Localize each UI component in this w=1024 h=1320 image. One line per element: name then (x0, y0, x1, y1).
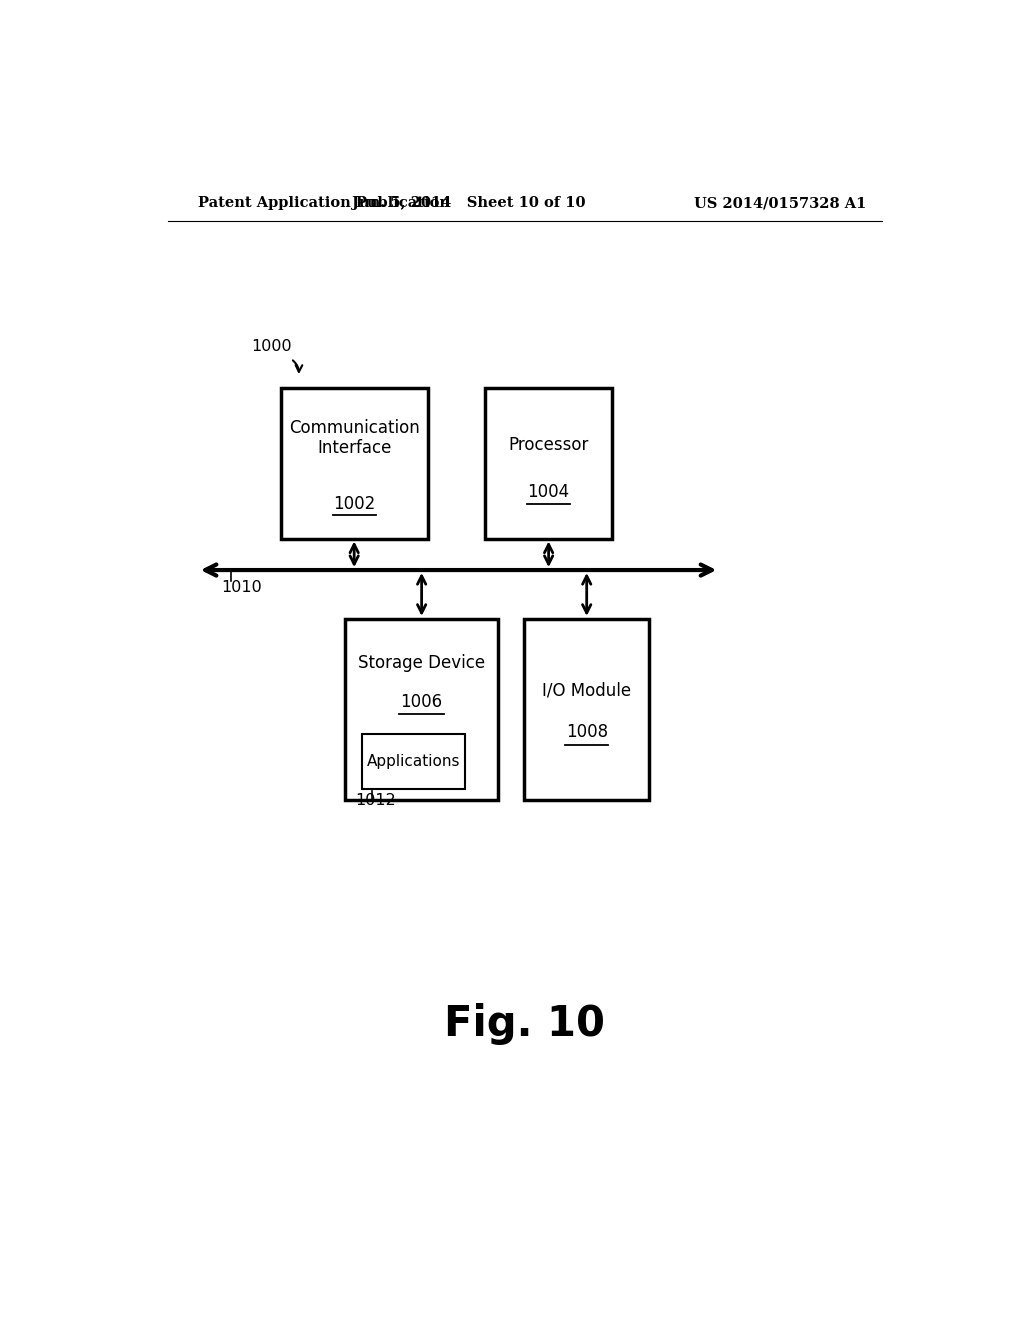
Text: Fig. 10: Fig. 10 (444, 1003, 605, 1045)
Text: 1010: 1010 (221, 579, 262, 595)
Bar (485, 388, 612, 539)
Text: 1006: 1006 (400, 693, 442, 711)
Text: 1008: 1008 (565, 722, 608, 741)
Text: Applications: Applications (367, 754, 461, 768)
Text: 1000: 1000 (251, 339, 292, 354)
Text: Communication
Interface: Communication Interface (289, 418, 420, 457)
Bar (281, 388, 428, 539)
Text: Jun. 5, 2014   Sheet 10 of 10: Jun. 5, 2014 Sheet 10 of 10 (352, 197, 586, 210)
Text: Storage Device: Storage Device (358, 653, 485, 672)
Bar (345, 619, 498, 800)
Text: Processor: Processor (509, 436, 589, 454)
Text: 1004: 1004 (527, 483, 569, 500)
Bar (362, 734, 465, 788)
Text: 1012: 1012 (355, 793, 395, 808)
Text: I/O Module: I/O Module (542, 682, 631, 700)
Text: 1002: 1002 (333, 495, 376, 513)
Text: Patent Application Publication: Patent Application Publication (198, 197, 450, 210)
Bar (524, 619, 649, 800)
Text: US 2014/0157328 A1: US 2014/0157328 A1 (693, 197, 866, 210)
